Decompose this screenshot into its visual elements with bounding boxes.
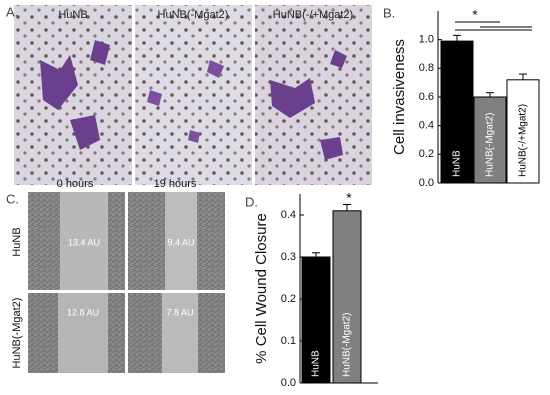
measurement: 13.4 AU [68, 237, 100, 247]
image-label: HuNB(-/+Mgat2) [273, 9, 353, 21]
micrograph-set [14, 5, 372, 185]
bar [440, 40, 474, 184]
y-tick-label: 0.4 [419, 120, 434, 132]
y-tick-label: 0.6 [419, 91, 434, 103]
panel-letter: A. [6, 4, 18, 19]
y-axis-title: % Cell Wound Closure [253, 213, 270, 364]
significance-marker: * [346, 190, 352, 206]
bar-label: HuNB [311, 350, 322, 377]
y-tick-label: 0.2 [281, 293, 296, 305]
bar-label: HuNB(-/+Mgat2) [518, 104, 529, 177]
bar [473, 96, 507, 184]
y-axis-title: Cell invasiveness [391, 39, 408, 155]
row-label: HuNB(-Mgat2) [11, 298, 23, 369]
bar [301, 256, 331, 384]
bar-label: HuNB(-Mgat2) [485, 113, 496, 177]
y-tick-label: 0.2 [419, 148, 434, 160]
bar-label: HuNB(-Mgat2) [342, 313, 353, 377]
y-tick-label: 0.8 [419, 62, 434, 74]
panel-letter: C. [6, 191, 19, 206]
y-tick-label: 0.1 [281, 335, 296, 347]
image-label: HuNB [58, 9, 87, 21]
y-tick-label: 0.0 [419, 177, 434, 189]
bar [332, 210, 362, 384]
y-tick-label: 0.4 [281, 209, 296, 221]
scratch-assay-set [28, 192, 225, 373]
measurement: 12.8 AU [67, 307, 99, 317]
measurement: 9.4 AU [167, 237, 194, 247]
significance-marker: * [472, 7, 478, 23]
row-label: HuNB [11, 227, 23, 256]
y-tick-label: 0.3 [281, 251, 296, 263]
y-tick-label: 0.0 [281, 377, 296, 389]
column-header: 19 hours [154, 178, 197, 190]
panel-letter: B. [383, 5, 395, 20]
image-label: HuNB(-Mgat2) [158, 9, 229, 21]
column-header: 0 hours [57, 178, 94, 190]
measurement: 7.8 AU [166, 307, 193, 317]
panel-letter: D. [245, 194, 258, 209]
y-tick-label: 1.0 [419, 34, 434, 46]
bar-label: HuNB [452, 150, 463, 177]
